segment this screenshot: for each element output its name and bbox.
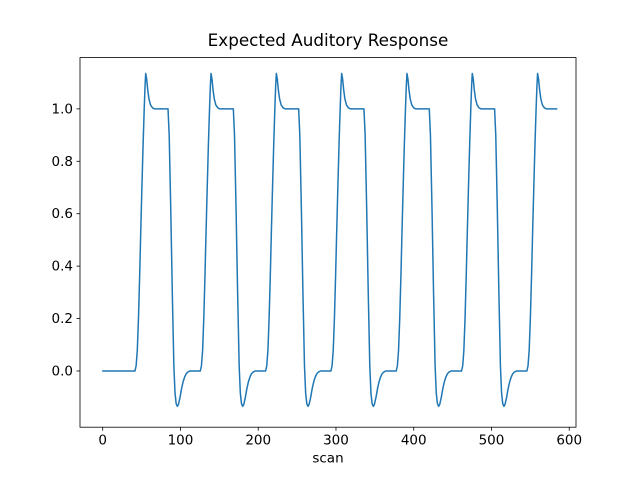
axes-frame — [79, 57, 577, 428]
x-axis-ticks: 0 100 200 300 400 500 600 — [98, 427, 582, 449]
chart-title: Expected Auditory Response — [208, 30, 449, 50]
x-tick-label: 600 — [556, 433, 582, 449]
y-tick-label: 0.0 — [52, 363, 73, 379]
expected-response-line — [101, 72, 558, 408]
x-tick-label: 400 — [401, 433, 427, 449]
x-tick-label: 100 — [168, 433, 194, 449]
x-tick-label: 200 — [245, 433, 271, 449]
y-tick-label: 1.0 — [52, 101, 73, 117]
x-axis-label: scan — [312, 451, 343, 467]
y-tick-label: 0.8 — [52, 154, 73, 170]
x-tick-label: 0 — [98, 433, 107, 449]
x-tick-label: 500 — [479, 433, 505, 449]
y-tick-label: 0.6 — [52, 206, 73, 222]
y-axis-ticks: 0.0 0.2 0.4 0.6 0.8 1.0 — [52, 101, 80, 379]
x-tick-label: 300 — [323, 433, 349, 449]
y-tick-label: 0.4 — [52, 259, 73, 275]
y-tick-label: 0.2 — [52, 311, 73, 327]
